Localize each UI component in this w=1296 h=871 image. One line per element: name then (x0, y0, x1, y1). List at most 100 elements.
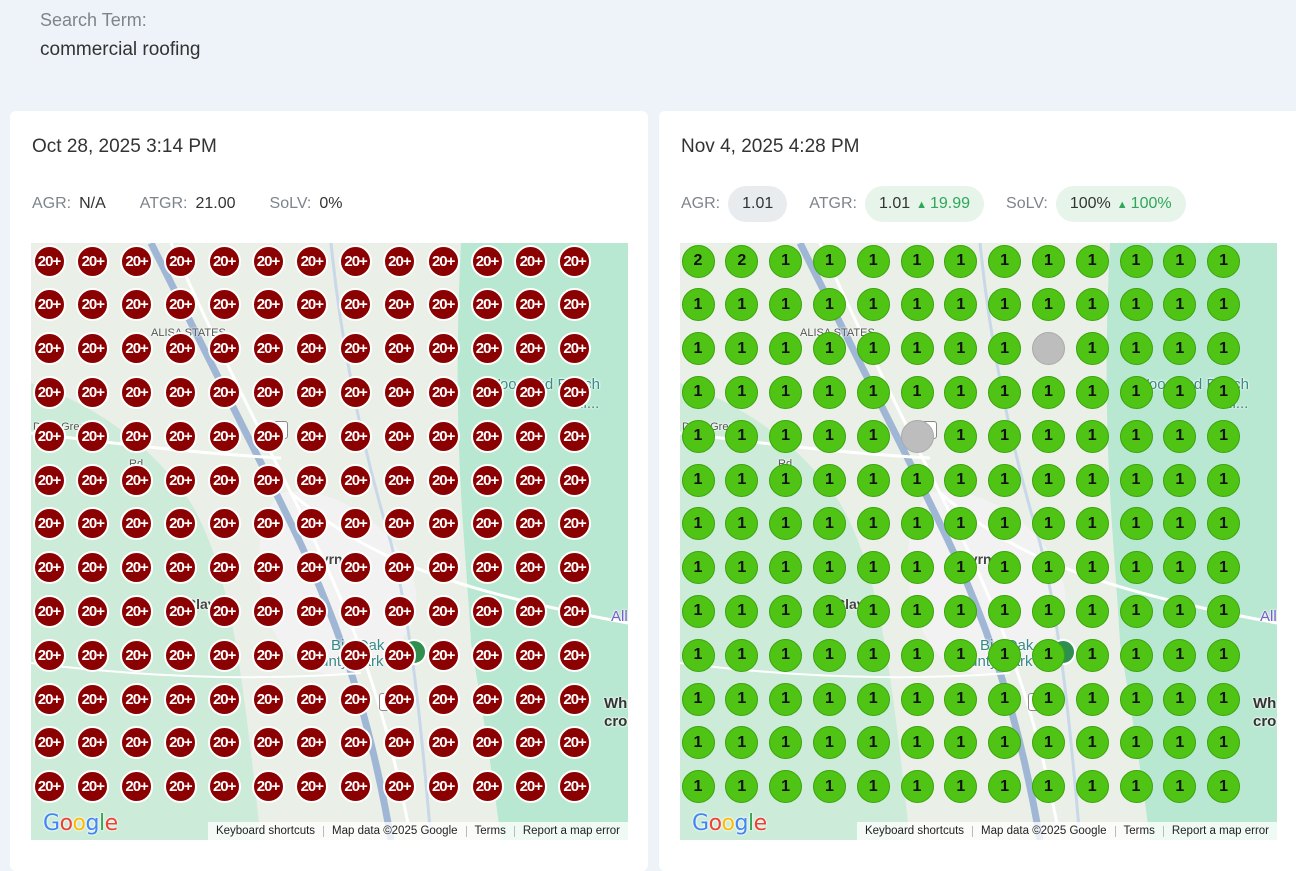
rank-pin[interactable]: 1 (812, 244, 846, 278)
rank-pin[interactable]: 20+ (32, 375, 66, 409)
rank-pin[interactable]: 20+ (251, 244, 285, 278)
terms-link[interactable]: Terms (1123, 825, 1155, 837)
rank-pin[interactable]: 1 (1075, 244, 1109, 278)
rank-pin[interactable]: 20+ (339, 770, 373, 804)
rank-pin[interactable]: 1 (944, 594, 978, 628)
rank-pin[interactable]: 1 (769, 726, 803, 760)
rank-pin[interactable]: 20+ (32, 770, 66, 804)
rank-pin[interactable]: 20+ (32, 726, 66, 760)
rank-pin[interactable]: 1 (812, 332, 846, 366)
rank-pin[interactable]: 1 (725, 375, 759, 409)
rank-pin[interactable]: 1 (681, 638, 715, 672)
rank-pin[interactable]: 1 (681, 332, 715, 366)
rank-pin[interactable]: 20+ (514, 638, 548, 672)
rank-pin[interactable]: 20+ (339, 463, 373, 497)
rank-pin[interactable]: 20+ (120, 594, 154, 628)
rank-pin[interactable]: 1 (856, 770, 890, 804)
rank-pin[interactable]: 1 (725, 682, 759, 716)
rank-pin[interactable]: 20+ (339, 288, 373, 322)
rank-pin[interactable]: 1 (1163, 375, 1197, 409)
rank-pin[interactable]: 20+ (76, 244, 110, 278)
rank-pin[interactable]: 1 (856, 463, 890, 497)
rank-pin[interactable]: 1 (1075, 419, 1109, 453)
rank-pin[interactable]: 20+ (32, 244, 66, 278)
rank-pin[interactable]: 20+ (207, 594, 241, 628)
rank-pin[interactable]: 20+ (470, 638, 504, 672)
rank-pin[interactable]: 20+ (339, 682, 373, 716)
rank-pin[interactable]: 20+ (470, 726, 504, 760)
rank-pin[interactable]: 20+ (382, 682, 416, 716)
rank-pin[interactable]: 1 (856, 551, 890, 585)
rank-pin[interactable]: 1 (944, 375, 978, 409)
rank-pin[interactable]: 20+ (470, 288, 504, 322)
rank-pin[interactable]: 20+ (426, 419, 460, 453)
rank-pin[interactable]: 20+ (514, 419, 548, 453)
rank-pin[interactable]: 20+ (120, 638, 154, 672)
rank-pin[interactable]: 20+ (426, 288, 460, 322)
rank-pin[interactable]: 20+ (251, 463, 285, 497)
rank-pin[interactable]: 1 (812, 507, 846, 541)
rank-pin[interactable]: 20+ (163, 551, 197, 585)
rank-pin[interactable]: 1 (1163, 770, 1197, 804)
rank-pin[interactable]: 1 (681, 551, 715, 585)
rank-pin[interactable]: 20+ (32, 507, 66, 541)
rank-pin[interactable]: 1 (812, 419, 846, 453)
rank-pin[interactable]: 1 (944, 288, 978, 322)
rank-pin[interactable]: 20+ (120, 507, 154, 541)
rank-pin[interactable]: 1 (681, 682, 715, 716)
rank-pin[interactable]: 1 (856, 375, 890, 409)
rank-pin[interactable]: 20+ (558, 726, 592, 760)
rank-pin[interactable]: 1 (944, 332, 978, 366)
rank-pin[interactable]: 20+ (558, 638, 592, 672)
rank-pin[interactable]: 20+ (76, 594, 110, 628)
rank-pin[interactable]: 1 (1163, 419, 1197, 453)
rank-pin[interactable]: 20+ (295, 288, 329, 322)
rank-pin[interactable]: 1 (1163, 244, 1197, 278)
rank-pin[interactable]: 1 (988, 551, 1022, 585)
rank-pin[interactable]: 1 (1075, 507, 1109, 541)
rank-pin[interactable]: 1 (725, 288, 759, 322)
rank-pin[interactable]: 20+ (382, 244, 416, 278)
rank-pin[interactable]: 20+ (32, 419, 66, 453)
rank-pin[interactable]: 1 (812, 463, 846, 497)
rank-pin[interactable]: 20+ (76, 682, 110, 716)
rank-pin[interactable]: 20+ (514, 288, 548, 322)
rank-pin[interactable]: 20+ (251, 638, 285, 672)
rank-pin[interactable]: 20+ (558, 375, 592, 409)
rank-pin[interactable]: 20+ (558, 770, 592, 804)
rank-pin[interactable]: 20+ (426, 332, 460, 366)
rank-pin[interactable]: 20+ (382, 375, 416, 409)
rank-pin[interactable]: 20+ (514, 770, 548, 804)
rank-pin[interactable]: 20+ (514, 551, 548, 585)
rank-pin[interactable]: 1 (988, 726, 1022, 760)
rank-pin[interactable]: 1 (725, 594, 759, 628)
rank-pin[interactable]: 20+ (163, 507, 197, 541)
rank-pin[interactable]: 20+ (558, 419, 592, 453)
rank-pin[interactable]: 1 (725, 551, 759, 585)
rank-pin[interactable]: 1 (1075, 594, 1109, 628)
rank-pin[interactable]: 20+ (295, 594, 329, 628)
rank-pin[interactable]: 20+ (426, 770, 460, 804)
rank-pin[interactable]: 20+ (251, 332, 285, 366)
rank-pin[interactable]: 20+ (76, 419, 110, 453)
rank-pin[interactable]: 20+ (251, 288, 285, 322)
rank-pin[interactable]: 20+ (339, 726, 373, 760)
rank-pin[interactable]: 1 (944, 726, 978, 760)
rank-pin[interactable]: 20+ (382, 770, 416, 804)
rank-pin[interactable]: 1 (1119, 551, 1153, 585)
rank-pin[interactable]: 20+ (207, 332, 241, 366)
rank-pin[interactable]: 1 (725, 332, 759, 366)
rank-pin[interactable]: 1 (900, 375, 934, 409)
rank-pin[interactable]: 1 (1207, 638, 1241, 672)
rank-pin[interactable]: 1 (1031, 726, 1065, 760)
rank-pin[interactable]: 20+ (32, 682, 66, 716)
rank-pin[interactable]: 20+ (163, 244, 197, 278)
rank-pin[interactable]: 20+ (339, 419, 373, 453)
rank-pin[interactable]: 1 (1031, 244, 1065, 278)
rank-pin[interactable]: 1 (1031, 594, 1065, 628)
rank-pin[interactable]: 20+ (426, 682, 460, 716)
rank-pin[interactable]: 20+ (558, 463, 592, 497)
rank-pin[interactable]: 20+ (295, 638, 329, 672)
rank-pin[interactable]: 1 (944, 244, 978, 278)
rank-pin[interactable]: 1 (769, 244, 803, 278)
